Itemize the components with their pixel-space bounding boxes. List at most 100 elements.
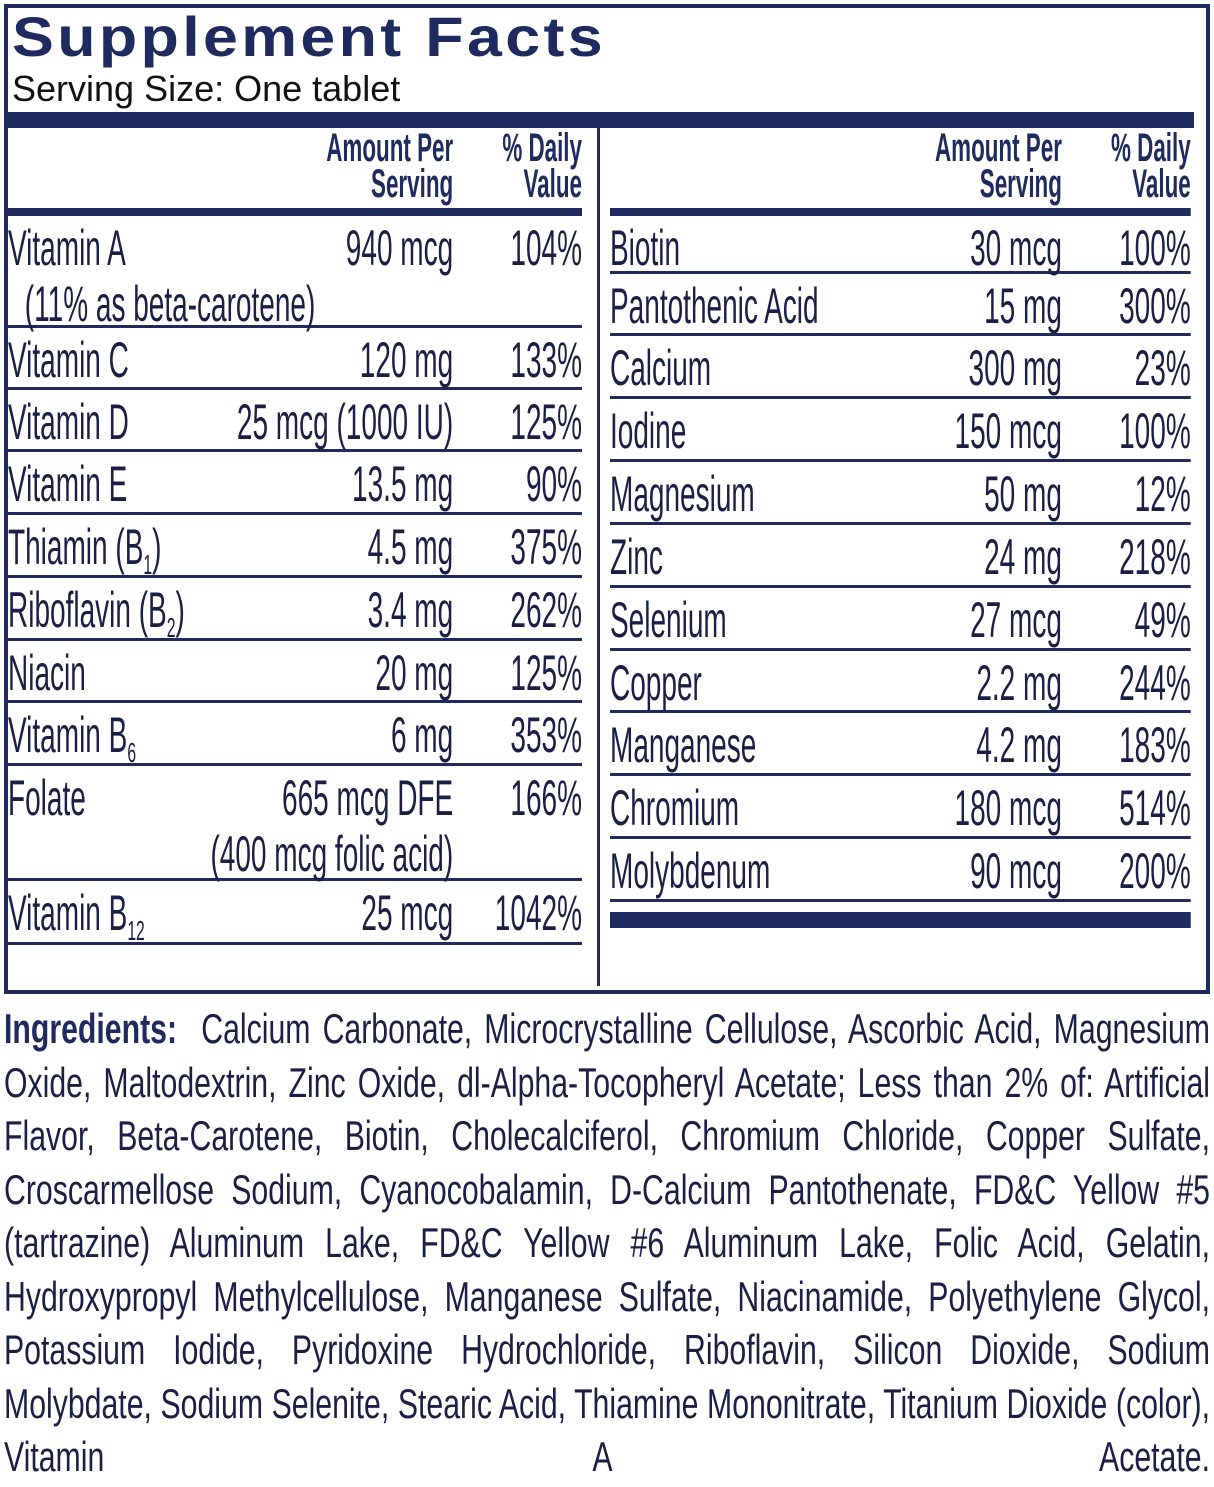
- nutrient-amount: 25 mcg (1000 IU): [236, 394, 454, 450]
- supplement-facts-panel: [4, 4, 1210, 994]
- nutrient-amount: 27 mcg: [970, 592, 1062, 648]
- nutrient-amount: 180 mcg: [954, 780, 1062, 836]
- nutrient-amount: 24 mg: [984, 529, 1062, 585]
- nutrient-amount: 940 mcg: [345, 220, 454, 276]
- nutrient-name: Thiamin (B1): [8, 519, 162, 580]
- nutrient-name: Manganese: [610, 717, 757, 773]
- left-nutrient-table: Amount Per Serving % Daily Value Vitamin A…: [8, 128, 582, 945]
- nutrient-name: Pantothenic Acid: [610, 278, 819, 334]
- nutrient-row: Riboflavin (B2) 3.4 mg 262%: [8, 578, 582, 643]
- nutrient-dv: 104%: [510, 220, 582, 276]
- nutrient-dv: 183%: [1119, 717, 1191, 773]
- nutrient-dv: 244%: [1119, 655, 1191, 711]
- nutrient-amount: 30 mcg: [970, 220, 1062, 276]
- dv-header: % Daily Value: [1111, 126, 1191, 206]
- nutrient-row: Calcium 300 mg 23%: [610, 336, 1191, 399]
- nutrient-dv: 166%: [510, 770, 582, 826]
- nutrient-name: Chromium: [610, 780, 740, 836]
- panel-title: Supplement Facts: [12, 5, 606, 68]
- nutrient-row: Manganese 4.2 mg 183%: [610, 713, 1191, 776]
- nutrient-amount: 150 mcg: [954, 403, 1062, 459]
- nutrient-row: Niacin 20 mg 125%: [8, 641, 582, 703]
- nutrient-name: Vitamin A (11% as beta-carotene): [8, 220, 316, 332]
- nutrient-row: Vitamin A (11% as beta-carotene) 940 mcg 10…: [8, 216, 582, 332]
- nutrient-row: Chromium 180 mcg 514%: [610, 776, 1191, 839]
- nutrient-dv: 133%: [510, 332, 582, 388]
- nutrient-name: Selenium: [610, 592, 727, 648]
- nutrient-name: Biotin: [610, 220, 681, 276]
- nutrient-row: Pantothenic Acid 15 mg 300%: [610, 274, 1191, 336]
- nutrient-amount: 50 mg: [984, 466, 1062, 522]
- nutrient-amount: 6 mg: [390, 707, 454, 763]
- nutrient-dv: 49%: [1134, 592, 1191, 648]
- nutrient-dv: 262%: [510, 582, 582, 638]
- nutrient-amount: 20 mg: [375, 645, 454, 701]
- nutrient-dv: 218%: [1119, 529, 1191, 585]
- nutrient-name: Vitamin B6: [8, 707, 137, 768]
- nutrient-row: Zinc 24 mg 218%: [610, 525, 1191, 588]
- nutrient-name: Calcium: [610, 340, 712, 396]
- nutrient-dv: 125%: [510, 645, 582, 701]
- nutrient-note: (11% as beta-carotene): [24, 276, 316, 332]
- nutrient-amount: 25 mcg: [361, 885, 454, 941]
- nutrient-amount: 2.2 mg: [976, 655, 1062, 711]
- nutrient-amount: 13.5 mg: [352, 456, 454, 512]
- ingredients: Ingredients: Calcium Carbonate, Microcry…: [4, 1002, 1210, 1484]
- nutrient-row: Vitamin B6 6 mg 353%: [8, 703, 582, 768]
- nutrient-dv: 353%: [510, 707, 582, 763]
- serving-size: Serving Size: One tablet: [12, 68, 401, 109]
- nutrient-name: Iodine: [610, 403, 687, 459]
- nutrient-dv: 100%: [1119, 403, 1191, 459]
- nutrient-row: Copper 2.2 mg 244%: [610, 651, 1191, 713]
- amount-header: Amount Per Serving: [326, 126, 454, 206]
- ingredients-label: Ingredients:: [4, 1005, 178, 1052]
- ingredients-text: Calcium Carbonate, Microcrystalline Cell…: [4, 1005, 1210, 1480]
- nutrient-dv: 23%: [1134, 340, 1191, 396]
- column-divider: [597, 112, 600, 986]
- nutrient-name: Molybdenum: [610, 843, 771, 899]
- nutrient-row: Folate 665 mcg DFE (400 mcg folic acid) 166…: [8, 766, 582, 882]
- nutrient-row: Iodine 150 mcg 100%: [610, 399, 1191, 462]
- nutrient-dv: 514%: [1119, 780, 1191, 836]
- nutrient-name: Copper: [610, 655, 702, 711]
- nutrient-name: Magnesium: [610, 466, 755, 522]
- nutrient-dv: 375%: [510, 519, 582, 575]
- nutrient-amount: 4.2 mg: [976, 717, 1062, 773]
- nutrient-name: Riboflavin (B2): [8, 582, 185, 643]
- bottom-rule: [610, 912, 1191, 928]
- nutrient-row: Vitamin B12 25 mcg 1042%: [8, 881, 582, 945]
- nutrient-amount: 665 mcg DFE (400 mcg folic acid): [210, 770, 454, 882]
- nutrient-dv: 90%: [525, 456, 582, 512]
- nutrient-name: Folate: [8, 770, 86, 826]
- nutrient-row: Vitamin D 25 mcg (1000 IU) 125%: [8, 390, 582, 452]
- right-nutrient-table: Amount Per Serving % Daily Value Biotin 30 …: [610, 128, 1191, 928]
- nutrient-amount: 90 mcg: [970, 843, 1062, 899]
- nutrient-row: Magnesium 50 mg 12%: [610, 462, 1191, 525]
- nutrient-amount: 15 mg: [984, 278, 1062, 334]
- nutrient-dv: 1042%: [494, 885, 582, 941]
- nutrient-name: Vitamin B12: [8, 885, 145, 946]
- nutrient-note: (400 mcg folic acid): [210, 826, 454, 882]
- nutrient-row: Molybdenum 90 mcg 200%: [610, 839, 1191, 902]
- nutrient-row: Selenium 27 mcg 49%: [610, 588, 1191, 651]
- nutrient-name: Vitamin D: [8, 394, 129, 450]
- nutrient-dv: 200%: [1119, 843, 1191, 899]
- nutrient-amount: 3.4 mg: [367, 582, 454, 638]
- nutrient-dv: 300%: [1119, 278, 1191, 334]
- top-rule: [8, 112, 1194, 128]
- nutrient-amount: 300 mg: [968, 340, 1062, 396]
- nutrient-row: Vitamin E 13.5 mg 90%: [8, 452, 582, 515]
- nutrient-row: Biotin 30 mcg 100%: [610, 216, 1191, 276]
- nutrient-name: Vitamin E: [8, 456, 128, 512]
- table-header: Amount Per Serving % Daily Value: [8, 128, 582, 216]
- nutrient-amount: 4.5 mg: [367, 519, 454, 575]
- dv-header: % Daily Value: [502, 126, 582, 206]
- nutrient-row: Vitamin C 120 mg 133%: [8, 328, 582, 390]
- table-header: Amount Per Serving % Daily Value: [610, 128, 1191, 216]
- nutrient-row: Thiamin (B1) 4.5 mg 375%: [8, 515, 582, 580]
- nutrient-amount: 120 mg: [359, 332, 454, 388]
- nutrient-name: Niacin: [8, 645, 86, 701]
- nutrient-name: Vitamin C: [8, 332, 129, 388]
- nutrient-dv: 125%: [510, 394, 582, 450]
- nutrient-dv: 100%: [1119, 220, 1191, 276]
